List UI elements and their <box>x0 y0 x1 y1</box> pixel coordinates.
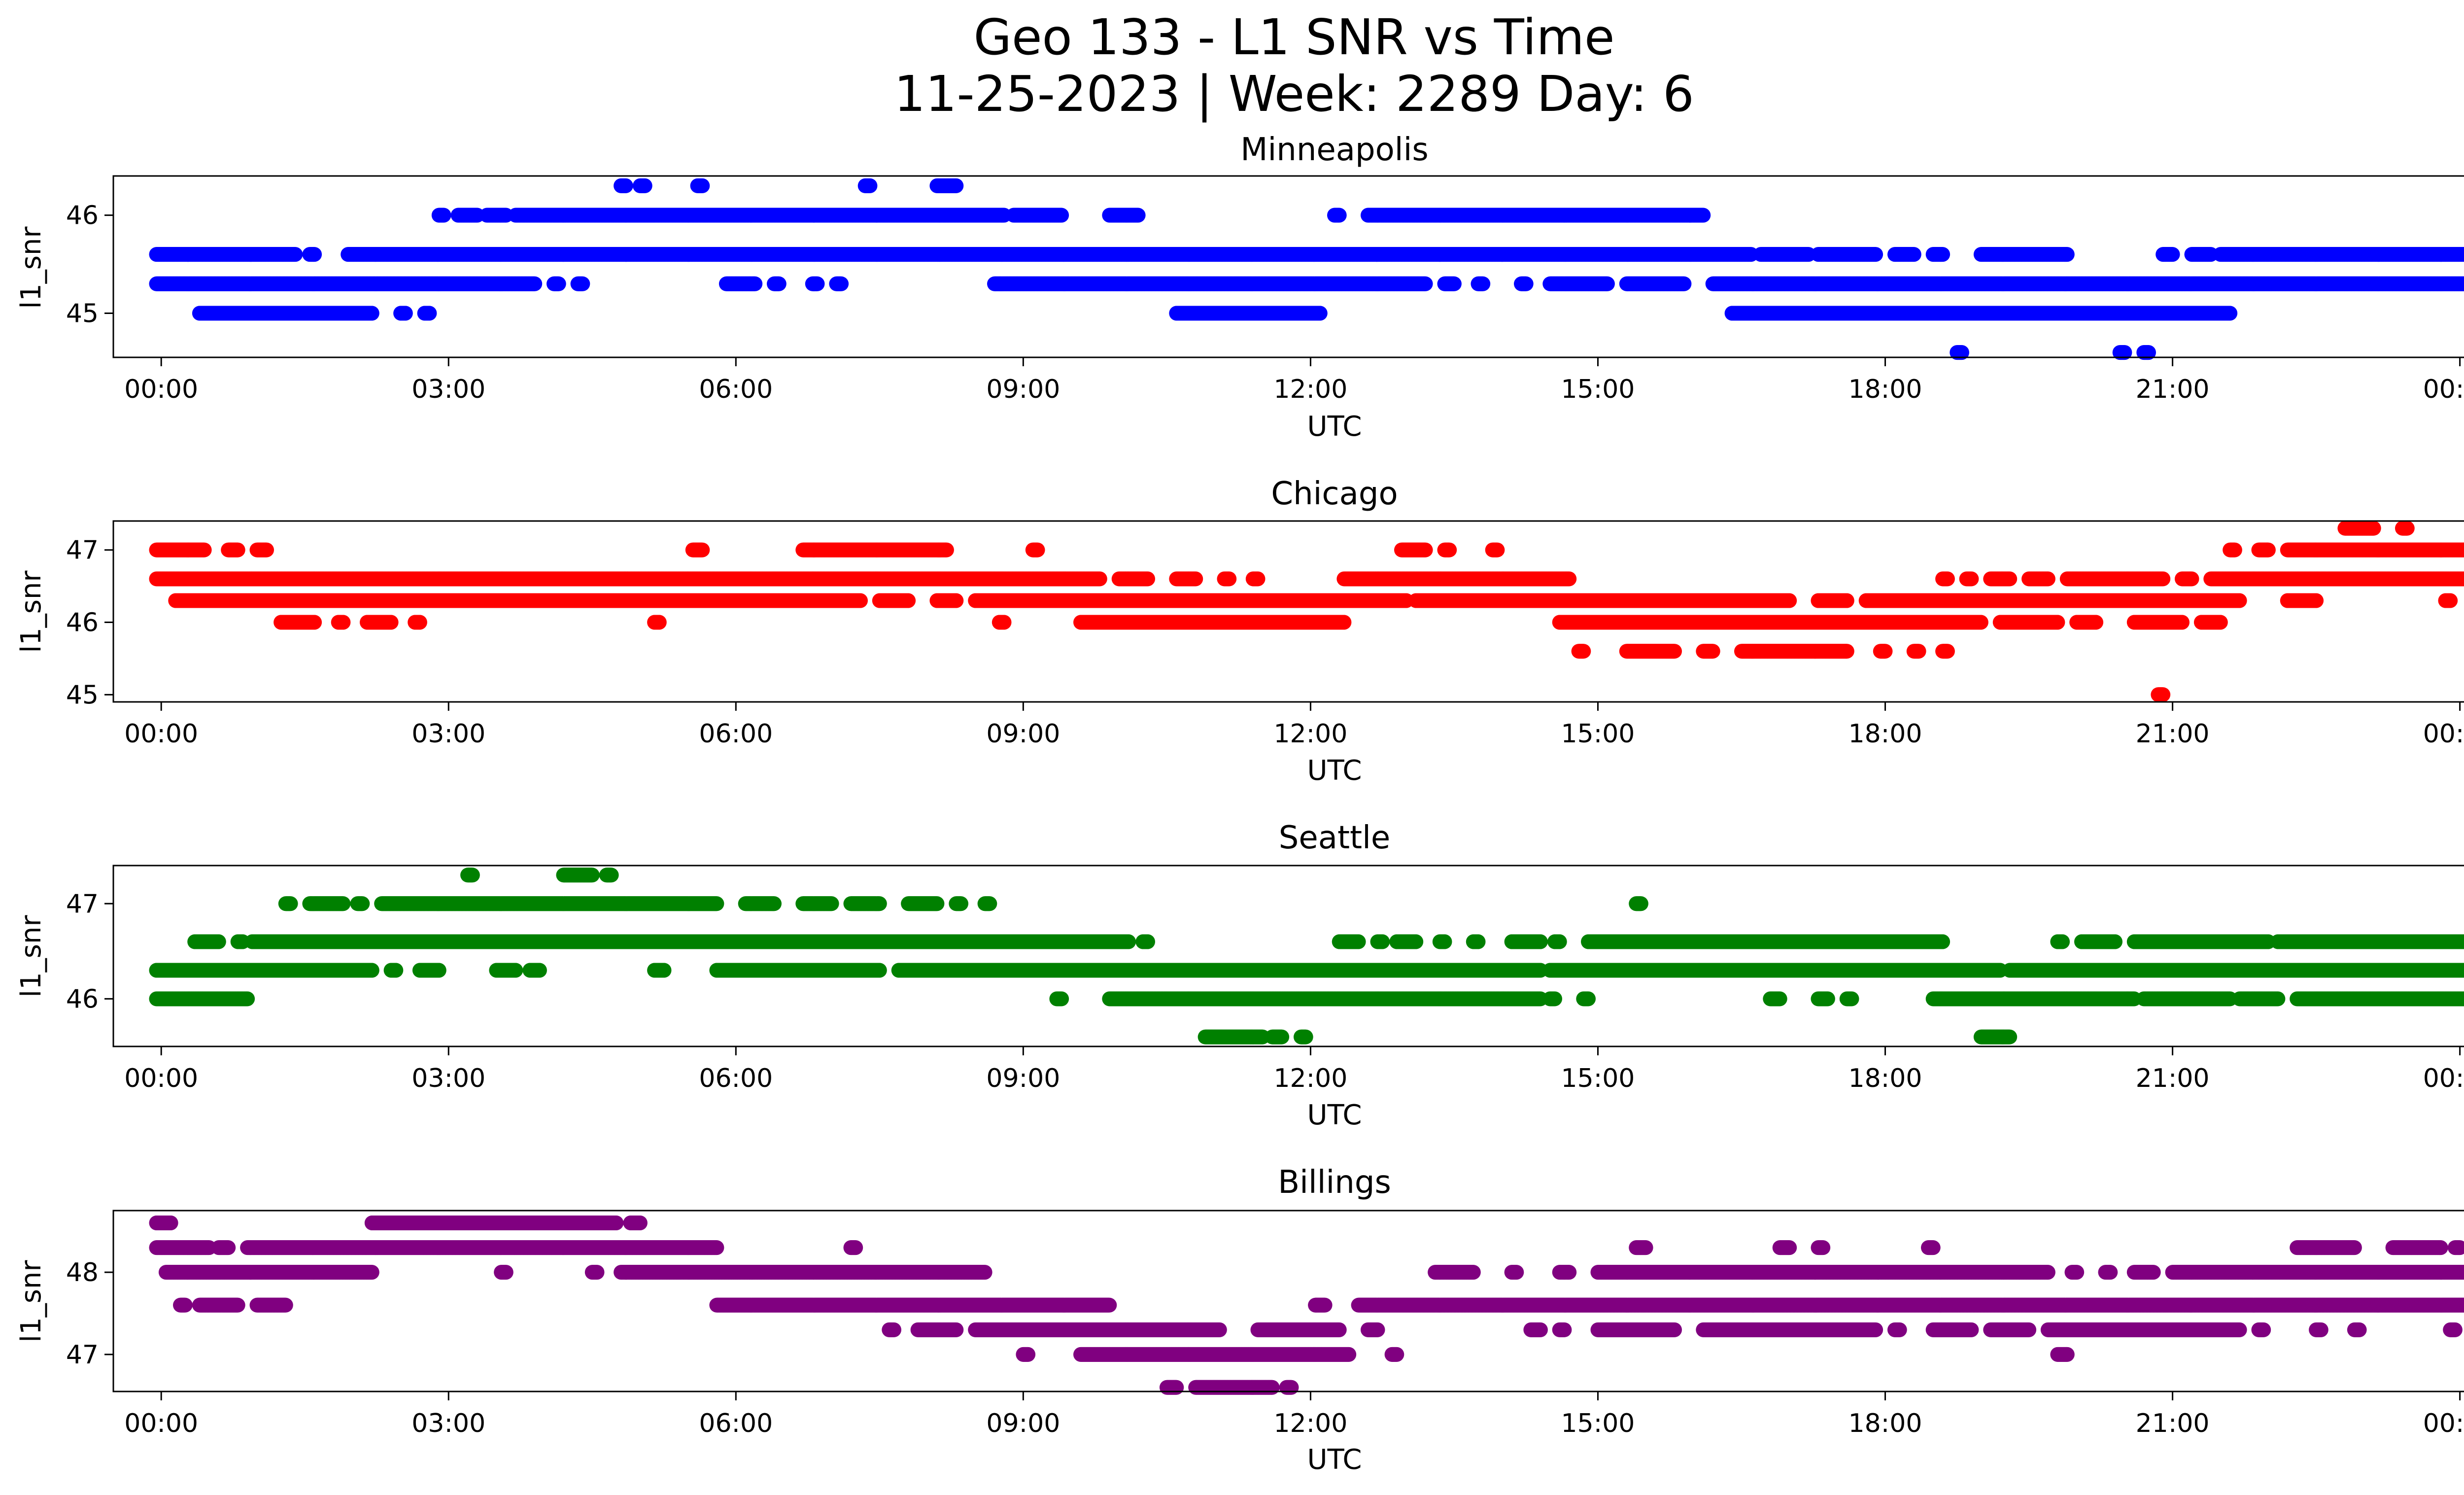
data-point <box>638 178 652 193</box>
scatter-points <box>149 178 2464 360</box>
data-point <box>695 178 710 193</box>
data-point <box>1131 208 1146 223</box>
figure-title-line-2: 11-25-2023 | Week: 2289 Day: 6 <box>894 65 1694 123</box>
data-point <box>1054 208 1069 223</box>
data-point <box>862 178 877 193</box>
data-point <box>949 178 963 193</box>
data-point <box>1332 208 1347 223</box>
x-axis-label: UTC <box>1307 411 1362 443</box>
panel-minneapolis: Minneapolis UTC l1_snr 00:00 03:00 06:00 09… <box>15 132 2464 443</box>
figure-title-line-1: Geo 133 - L1 SNR vs Time <box>974 8 1615 66</box>
panel-title: Minneapolis <box>1240 132 1428 168</box>
y-axis-label: l1_snr <box>15 226 47 309</box>
figure: Geo 133 - L1 SNR vs Time 11-25-2023 | We… <box>0 0 2464 1495</box>
data-point <box>437 208 451 223</box>
data-point <box>618 178 633 193</box>
